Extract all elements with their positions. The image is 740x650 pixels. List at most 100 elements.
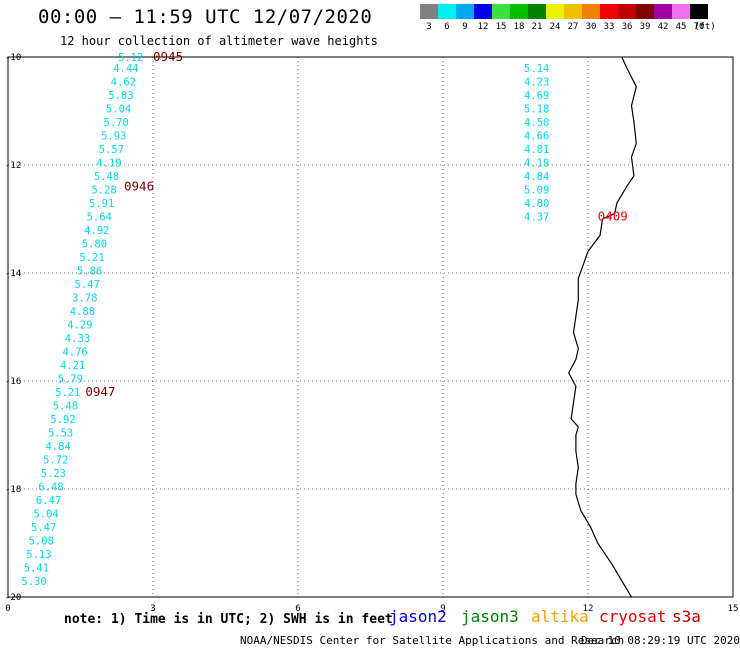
wave-height-value: 5.13 [26, 549, 51, 561]
wave-height-value: 5.09 [524, 184, 549, 196]
pass-time-label: 0947 [85, 384, 115, 399]
wave-height-value: 5.93 [101, 130, 126, 142]
wave-height-value: 4.76 [62, 346, 87, 358]
wave-height-value: 5.86 [77, 265, 102, 277]
scale-swatch [492, 4, 510, 19]
scale-label: 6 [444, 22, 450, 32]
scale-swatch [618, 4, 636, 19]
wave-height-value: 4.21 [60, 360, 85, 372]
wave-height-value: 4.29 [67, 319, 92, 331]
x-tick-label: 15 [728, 604, 739, 614]
scale-label: 39 [639, 22, 651, 32]
scale-label: 15 [495, 22, 507, 32]
scale-label: 30 [585, 22, 597, 32]
scale-label: 18 [513, 22, 525, 32]
wave-height-value: 5.64 [87, 211, 112, 223]
legend-cryosat: cryosat [599, 607, 667, 626]
scale-swatch [420, 4, 438, 19]
legend-s3a: s3a [672, 607, 701, 626]
wave-height-value: 5.92 [50, 414, 75, 426]
plot-frame [7, 56, 734, 598]
scale-label: 12 [477, 22, 489, 32]
wave-height-value: 4.92 [84, 225, 109, 237]
scale-label: 9 [462, 22, 468, 32]
coastline [568, 56, 637, 598]
wave-height-value: 4.33 [65, 333, 90, 345]
wave-height-value: 5.12 [118, 52, 143, 64]
scale-swatch [546, 4, 564, 19]
y-tick-label: -18 [5, 485, 21, 495]
legend-jason3: jason3 [461, 607, 519, 626]
wave-height-value: 4.50 [524, 117, 549, 129]
y-tick-label: -14 [5, 269, 21, 279]
scale-swatch [636, 4, 654, 19]
wave-height-value: 5.83 [108, 90, 133, 102]
scale-swatch [438, 4, 456, 19]
page-title: 00:00 – 11:59 UTC 12/07/2020 [38, 6, 373, 28]
wave-height-value: 5.30 [21, 576, 46, 588]
scale-swatch [582, 4, 600, 19]
wave-height-value: 5.21 [79, 252, 104, 264]
wave-height-value: 5.80 [82, 238, 107, 250]
pass-time-label: 0409 [598, 208, 628, 223]
credit-text: NOAA/NESDIS Center for Satellite Applica… [240, 634, 625, 647]
footer-note: note: 1) Time is in UTC; 2) SWH is in fe… [64, 612, 393, 627]
wave-height-value: 5.48 [53, 400, 78, 412]
scale-label: 45 [675, 22, 687, 32]
wave-height-value: 4.88 [70, 306, 95, 318]
wave-height-value: 4.81 [524, 144, 549, 156]
page-subtitle: 12 hour collection of altimeter wave hei… [60, 34, 378, 48]
wave-height-value: 4.19 [524, 157, 549, 169]
wave-height-value: 5.14 [524, 63, 549, 75]
wave-height-value: 4.66 [524, 130, 549, 142]
wave-height-value: 5.47 [31, 522, 56, 534]
scale-swatch [456, 4, 474, 19]
scale-label: 21 [531, 22, 543, 32]
wave-height-value: 4.69 [524, 90, 549, 102]
wave-height-value: 4.37 [524, 211, 549, 223]
wave-height-value: 3.78 [72, 292, 97, 304]
generated-timestamp: Dec 10 08:29:19 UTC 2020 [581, 634, 740, 647]
scale-swatch [528, 4, 546, 19]
scale-swatch [510, 4, 528, 19]
wave-height-value: 5.28 [91, 184, 116, 196]
x-tick-label: 12 [583, 604, 594, 614]
wave-height-value: 5.21 [55, 387, 80, 399]
scale-label: 3 [426, 22, 432, 32]
legend-jason2: jason2 [389, 607, 447, 626]
wave-height-value: 5.70 [104, 117, 129, 129]
wave-height-value: 5.48 [94, 171, 119, 183]
scale-swatch [474, 4, 492, 19]
scale-label: 36 [621, 22, 633, 32]
scale-unit: (ft) [694, 22, 716, 32]
wave-height-value: 6.48 [38, 481, 63, 493]
scale-label: 27 [567, 22, 579, 32]
y-tick-label: -10 [5, 53, 21, 63]
wave-height-value: 5.57 [99, 144, 124, 156]
wave-height-value: 5.04 [33, 508, 58, 520]
wave-height-value: 4.84 [524, 171, 549, 183]
wave-height-value: 4.44 [113, 63, 138, 75]
wave-height-value: 4.80 [524, 198, 549, 210]
scale-label: 70 [693, 22, 705, 32]
pass-time-label: 0945 [153, 49, 183, 64]
wave-height-value: 5.79 [58, 373, 83, 385]
wave-height-value: 4.84 [46, 441, 71, 453]
wave-height-value: 5.41 [24, 562, 49, 574]
scale-label: 24 [549, 22, 561, 32]
scale-swatch [690, 4, 708, 19]
y-tick-label: -16 [5, 377, 21, 387]
wave-height-value: 5.04 [106, 103, 131, 115]
wave-height-value: 5.23 [41, 468, 66, 480]
scale-swatch [672, 4, 690, 19]
scale-label: 42 [657, 22, 669, 32]
legend-altika: altika [531, 607, 589, 626]
wave-height-value: 4.23 [524, 76, 549, 88]
wave-height-value: 5.08 [29, 535, 54, 547]
y-tick-label: -12 [5, 161, 21, 171]
scale-swatch [564, 4, 582, 19]
x-tick-label: 3 [150, 604, 155, 614]
x-tick-label: 9 [440, 604, 445, 614]
wave-height-value: 4.19 [96, 157, 121, 169]
wave-height-value: 4.62 [111, 76, 136, 88]
